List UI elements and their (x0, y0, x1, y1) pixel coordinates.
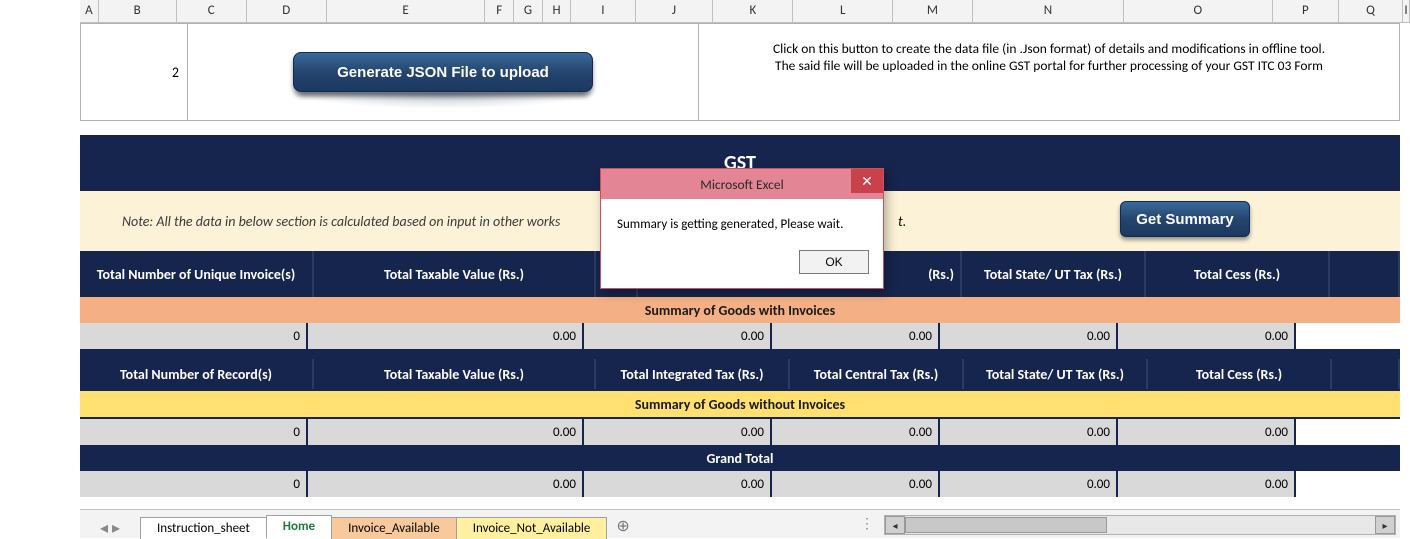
hdr2-col5: Total State/ UT Tax (Rs.) (964, 359, 1148, 389)
chevron-right-icon[interactable]: ▸ (112, 518, 120, 538)
gt-c2[interactable]: 0.00 (308, 471, 584, 497)
column-header-D[interactable]: D (247, 0, 327, 22)
with-c3[interactable]: 0.00 (584, 323, 772, 349)
headers-without-invoices: Total Number of Record(s) Total Taxable … (80, 359, 1400, 389)
wo-filler (1296, 419, 1400, 445)
column-header-G[interactable]: G (514, 0, 543, 22)
tab-invoice-available[interactable]: Invoice_Available (331, 517, 457, 539)
column-header-E[interactable]: E (327, 0, 486, 22)
ok-button[interactable]: OK (799, 250, 869, 274)
column-header-B[interactable]: B (99, 0, 177, 22)
hdr2-col6: Total Cess (Rs.) (1148, 359, 1332, 389)
hdr1-col1: Total Number of Unique Invoice(s) (80, 251, 314, 297)
column-header-K[interactable]: K (713, 0, 793, 22)
excel-message-dialog: Microsoft Excel ✕ Summary is getting gen… (600, 168, 884, 289)
column-header-Q[interactable]: Q (1339, 0, 1403, 22)
with-c4[interactable]: 0.00 (772, 323, 940, 349)
column-header-O[interactable]: O (1124, 0, 1273, 22)
column-header-N[interactable]: N (973, 0, 1124, 22)
column-header-I[interactable]: I (1403, 0, 1410, 22)
sep1 (80, 349, 1400, 359)
with-c1[interactable]: 0 (80, 323, 308, 349)
tab-nav-arrows[interactable]: ◂ ▸ (80, 518, 140, 538)
dialog-body: Summary is getting generated, Please wai… (601, 199, 883, 240)
column-header-C[interactable]: C (177, 0, 247, 22)
wo-c5[interactable]: 0.00 (940, 419, 1118, 445)
tab-instruction-sheet[interactable]: Instruction_sheet (140, 517, 267, 539)
new-sheet-button[interactable]: ⊕ (606, 513, 639, 539)
column-header-P[interactable]: P (1273, 0, 1339, 22)
hdr2-col2: Total Taxable Value (Rs.) (314, 359, 596, 389)
column-header-M[interactable]: M (893, 0, 973, 22)
desc-line1: Click on this button to create the data … (773, 40, 1325, 57)
hdr1-col5: Total State/ UT Tax (Rs.) (962, 251, 1146, 297)
worksheet-area: 2 Generate JSON File to upload Click on … (80, 23, 1400, 497)
scroll-track[interactable] (905, 517, 1375, 533)
column-header-row: ABCDEFGHIJKLMNOPQI (80, 0, 1410, 23)
column-header-I[interactable]: I (571, 0, 635, 22)
generate-button-area: Generate JSON File to upload (188, 24, 699, 120)
column-header-F[interactable]: F (485, 0, 514, 22)
hdr2-col4: Total Central Tax (Rs.) (790, 359, 964, 389)
wo-c3[interactable]: 0.00 (584, 419, 772, 445)
section-with-invoices: Summary of Goods with Invoices (80, 297, 1400, 323)
wo-c2[interactable]: 0.00 (308, 419, 584, 445)
desc-line2: The said file will be uploaded in the on… (775, 57, 1323, 74)
chevron-left-icon[interactable]: ◂ (100, 518, 108, 538)
column-header-H[interactable]: H (543, 0, 572, 22)
wo-c6[interactable]: 0.00 (1118, 419, 1296, 445)
note-text: Note: All the data in below section is c… (96, 213, 560, 230)
wo-c4[interactable]: 0.00 (772, 419, 940, 445)
generate-description: Click on this button to create the data … (699, 24, 1399, 120)
top-row: 2 Generate JSON File to upload Click on … (80, 23, 1400, 121)
scroll-right-icon[interactable]: ▸ (1375, 516, 1395, 534)
data-row-grand: 0 0.00 0.00 0.00 0.00 0.00 (80, 471, 1400, 497)
gt-c3[interactable]: 0.00 (584, 471, 772, 497)
row-number-cell: 2 (81, 24, 188, 120)
hdr1-filler (1330, 251, 1400, 297)
column-header-L[interactable]: L (793, 0, 893, 22)
gt-c5[interactable]: 0.00 (940, 471, 1118, 497)
horizontal-scrollbar[interactable]: ◂ ▸ (884, 515, 1396, 535)
section-without-invoices: Summary of Goods without Invoices (80, 389, 1400, 419)
generate-json-button[interactable]: Generate JSON File to upload (293, 52, 593, 92)
hdr2-col1: Total Number of Record(s) (80, 359, 314, 389)
data-row-with: 0 0.00 0.00 0.00 0.00 0.00 (80, 323, 1400, 349)
with-c2[interactable]: 0.00 (308, 323, 584, 349)
gt-c4[interactable]: 0.00 (772, 471, 940, 497)
dialog-footer: OK (601, 240, 883, 288)
gt-c1[interactable]: 0 (80, 471, 308, 497)
dialog-title: Microsoft Excel (700, 176, 783, 193)
tab-resize-grip[interactable]: ⋮ (860, 515, 874, 532)
data-row-without: 0 0.00 0.00 0.00 0.00 0.00 (80, 419, 1400, 445)
column-header-A[interactable]: A (80, 0, 99, 22)
scroll-thumb[interactable] (905, 517, 1107, 533)
hdr2-col3: Total Integrated Tax (Rs.) (596, 359, 790, 389)
gt-c6[interactable]: 0.00 (1118, 471, 1296, 497)
close-icon[interactable]: ✕ (851, 169, 883, 193)
note-trail: t. (898, 213, 906, 230)
with-c5[interactable]: 0.00 (940, 323, 1118, 349)
with-c6[interactable]: 0.00 (1118, 323, 1296, 349)
hdr1-col2: Total Taxable Value (Rs.) (314, 251, 596, 297)
get-summary-button[interactable]: Get Summary (1120, 201, 1250, 237)
hdr1-col6: Total Cess (Rs.) (1146, 251, 1330, 297)
hdr2-filler (1332, 359, 1400, 389)
scroll-left-icon[interactable]: ◂ (885, 516, 905, 534)
note-left: Note: All the data in below section is c… (122, 213, 560, 230)
grand-total-label: Grand Total (80, 445, 1400, 471)
with-filler (1296, 323, 1400, 349)
sheet-tab-bar: ◂ ▸ Instruction_sheet Home Invoice_Avail… (80, 509, 1400, 538)
tab-invoice-not-available[interactable]: Invoice_Not_Available (456, 517, 608, 539)
tab-home[interactable]: Home (266, 515, 332, 539)
wo-c1[interactable]: 0 (80, 419, 308, 445)
gt-filler (1296, 471, 1400, 497)
dialog-titlebar[interactable]: Microsoft Excel ✕ (601, 169, 883, 199)
column-header-J[interactable]: J (636, 0, 714, 22)
